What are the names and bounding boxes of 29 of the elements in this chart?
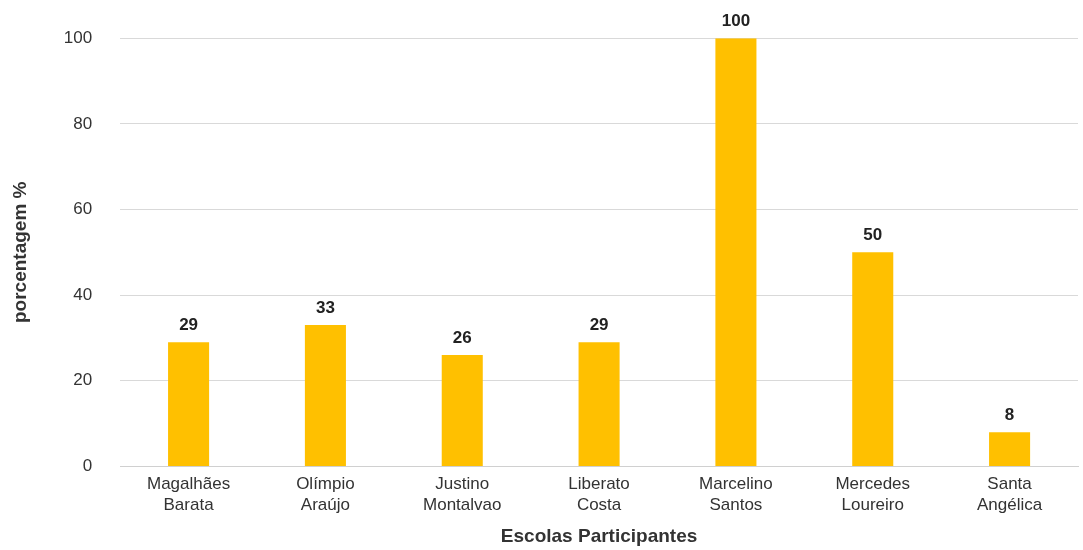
bar	[578, 342, 620, 466]
y-tick-label: 80	[73, 113, 93, 133]
x-tick-label: Mercedes Loureiro	[835, 474, 911, 514]
data-label: 100	[721, 11, 751, 31]
bar	[441, 355, 483, 466]
data-label: 50	[863, 225, 883, 245]
x-tick-label: Magalhães Barata	[146, 474, 231, 514]
x-tick-label: Liberato Costa	[568, 474, 630, 514]
bar	[304, 325, 346, 466]
x-axis-title: Escolas Participantes	[500, 524, 698, 546]
bar	[168, 342, 210, 466]
bar	[852, 252, 894, 466]
data-label: 8	[1004, 405, 1015, 425]
data-label: 33	[315, 298, 335, 318]
y-tick-label: 0	[82, 456, 93, 476]
data-label: 26	[452, 328, 472, 348]
data-label: 29	[179, 315, 199, 335]
y-tick-label: 20	[73, 370, 93, 390]
bar	[715, 38, 757, 466]
bar	[989, 432, 1031, 466]
y-tick-label: 60	[73, 199, 93, 219]
x-tick-label: Marcelino Santos	[699, 474, 773, 514]
x-tick-label: Santa Angélica	[976, 474, 1043, 514]
data-label: 29	[589, 315, 609, 335]
y-axis-title: porcentagem %	[8, 181, 30, 324]
x-tick-label: Olímpio Araújo	[296, 474, 355, 514]
x-tick-label: Justino Montalvao	[423, 474, 502, 514]
y-tick-label: 40	[73, 284, 93, 304]
y-tick-label: 100	[63, 27, 93, 47]
